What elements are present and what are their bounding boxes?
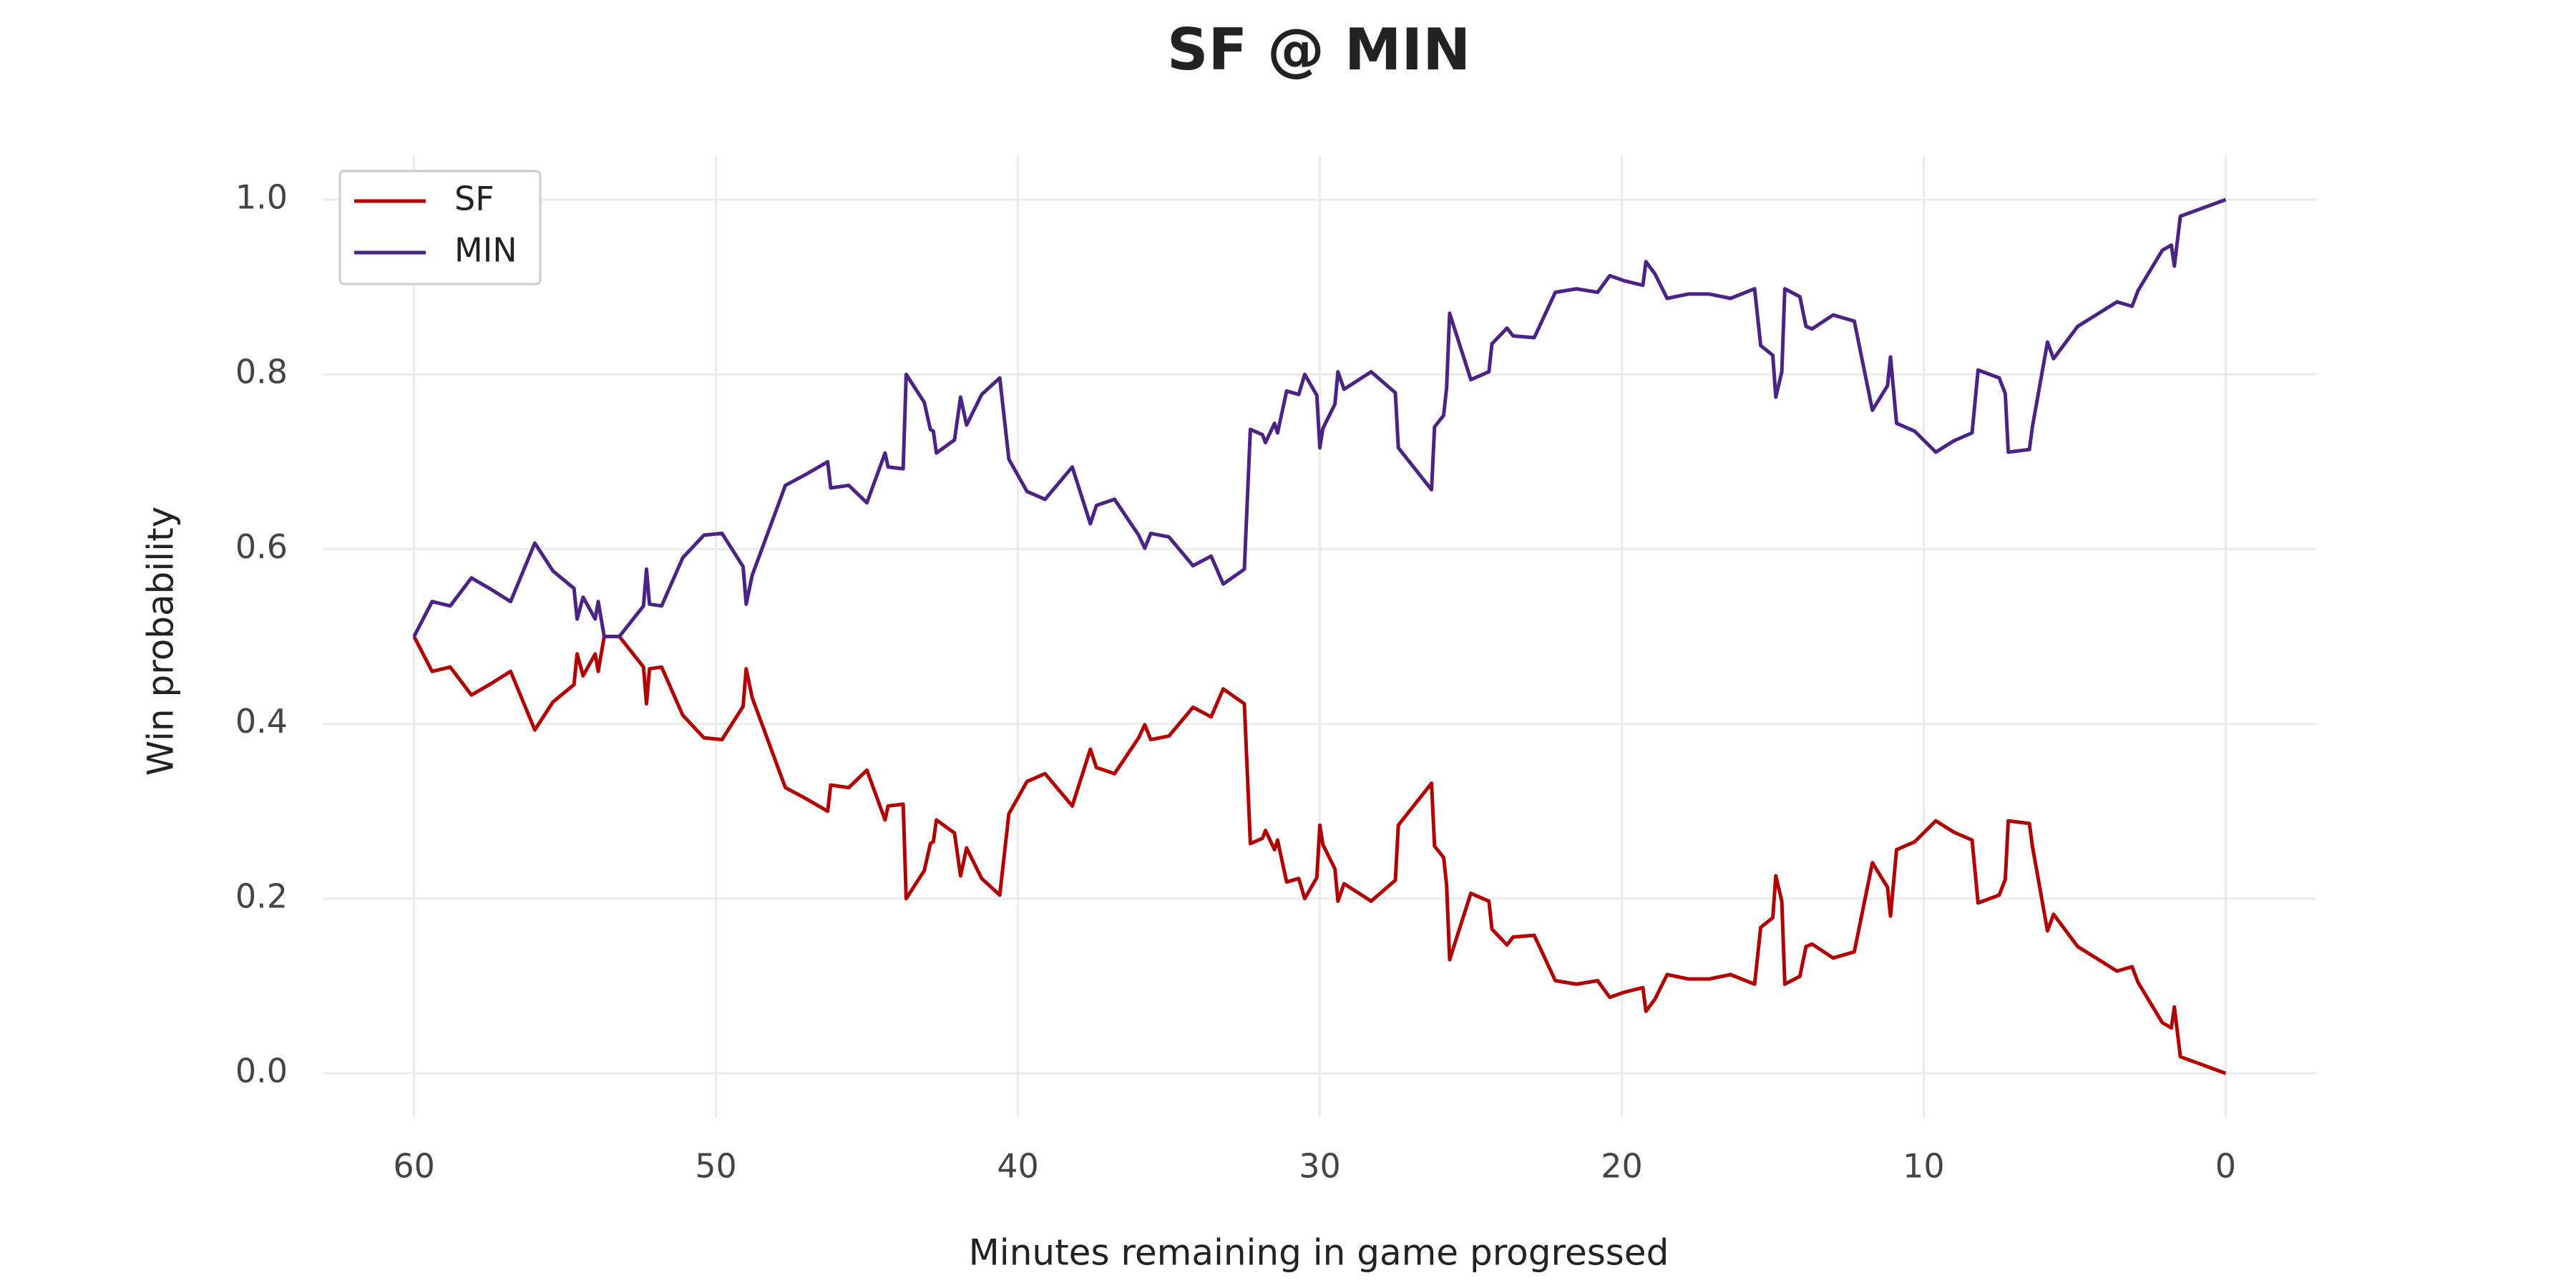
y-axis-label: Win probability xyxy=(140,507,182,776)
y-tick-label: 0.2 xyxy=(235,877,288,915)
y-tick-label: 0.6 xyxy=(235,527,288,566)
series-line xyxy=(412,197,2227,638)
x-axis-label: Minutes remaining in game progressed xyxy=(969,1232,1669,1274)
x-tick-label: 0 xyxy=(2215,1147,2236,1186)
chart-title: SF @ MIN xyxy=(1167,16,1470,83)
y-tick-label: 0.8 xyxy=(235,353,288,391)
x-tick-label: 30 xyxy=(1299,1147,1341,1186)
x-tick-label: 10 xyxy=(1903,1147,1945,1186)
x-tick-label: 50 xyxy=(695,1147,737,1186)
x-tick-label: 20 xyxy=(1601,1147,1643,1186)
grid xyxy=(323,156,2316,1117)
legend: SF MIN xyxy=(338,170,542,286)
x-tick-label: 60 xyxy=(393,1147,435,1186)
series-line xyxy=(412,635,2227,1075)
x-tick-label: 40 xyxy=(997,1147,1039,1186)
y-tick-label: 0.0 xyxy=(235,1051,288,1090)
y-tick-label: 0.4 xyxy=(235,702,288,741)
y-tick-label: 1.0 xyxy=(235,178,288,217)
legend-label: MIN xyxy=(454,231,517,270)
legend-label: SF xyxy=(454,180,494,218)
